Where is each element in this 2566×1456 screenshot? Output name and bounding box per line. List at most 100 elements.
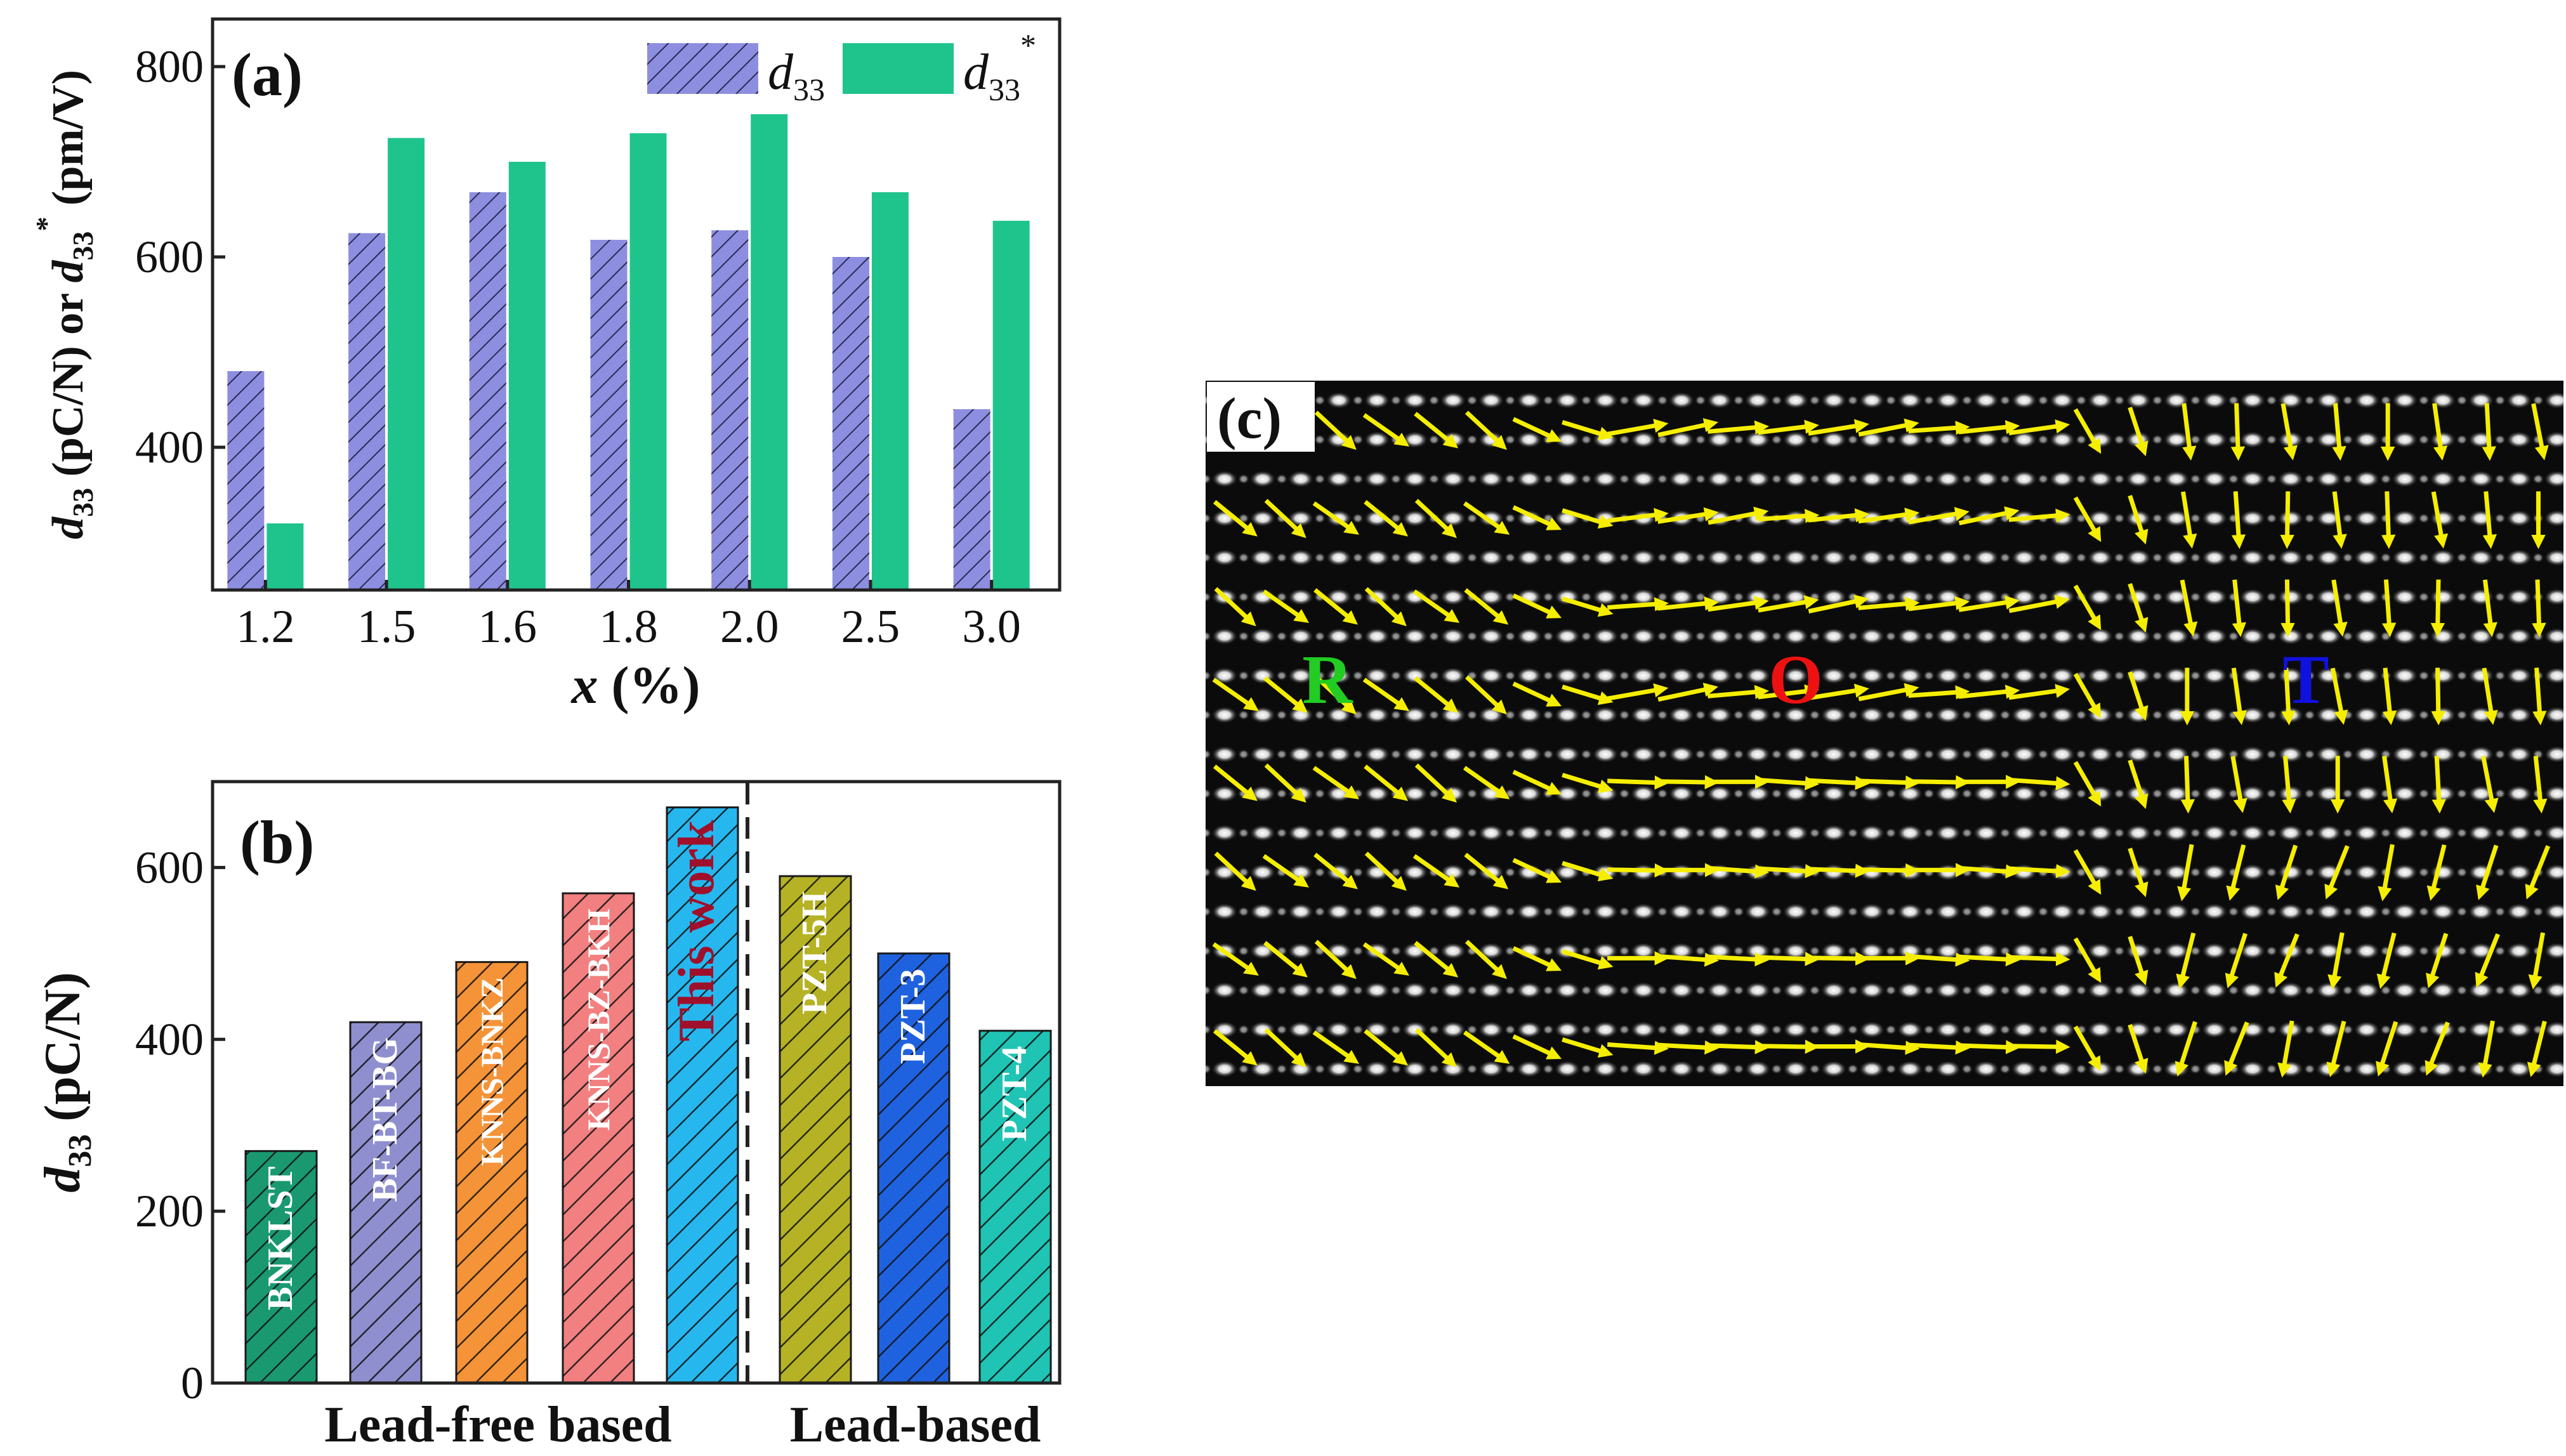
polarization-arrow-192 [1364, 1029, 1409, 1066]
polarization-arrow-9 [1657, 418, 1718, 438]
polarization-arrow-203 [1908, 1040, 1970, 1055]
bar-label-bf-bt-bg: BF-BT-BG [365, 1037, 405, 1202]
polarization-arrow-173 [1758, 952, 1820, 966]
stem-atom-lattice [1206, 381, 2563, 1086]
polarization-arrow-30 [1364, 500, 1409, 537]
panel-b-axes-frame [211, 780, 1062, 1385]
panel-a-x-axis-label: x (%) [570, 656, 701, 715]
polarization-arrow-134 [2533, 756, 2548, 814]
polarization-arrow-102 [2281, 667, 2296, 726]
polarization-arrow-95 [1908, 685, 1970, 700]
polarization-arrow-27 [1213, 500, 1258, 537]
polarization-arrow-14 [1908, 421, 1970, 435]
polarization-arrow-79 [2482, 579, 2497, 637]
b-y-tick-label-400: 400 [135, 1014, 204, 1065]
polarization-arrow-184 [2327, 932, 2345, 990]
polarization-arrow-174 [1808, 951, 1870, 966]
x-tick-label-1.8: 1.8 [599, 601, 658, 653]
polarization-arrow-143 [1607, 863, 1669, 878]
polarization-arrow-181 [2176, 932, 2196, 989]
polarization-arrow-55 [1262, 589, 1309, 623]
panel-b-y-axis-label: d33 (pC/N) [35, 972, 98, 1193]
polarization-arrow-18 [2128, 407, 2148, 457]
polarization-arrow-210 [2277, 1020, 2294, 1078]
polarization-arrow-107 [2532, 667, 2547, 726]
panel-b-label: (b) [240, 808, 314, 876]
polarization-arrow-208 [2175, 1021, 2197, 1077]
polarization-arrow-35 [1607, 508, 1669, 523]
bar-hatch-d33-1.5 [348, 233, 386, 590]
polarization-arrow-129 [2282, 756, 2296, 814]
polarization-arrow-39 [1808, 508, 1870, 523]
polarization-arrow-7 [1562, 420, 1614, 441]
bar-d33-star-1.8 [629, 133, 667, 590]
polarization-arrow-196 [1562, 1037, 1614, 1058]
x-tick-label-2.5: 2.5 [841, 601, 900, 653]
polarization-arrow-132 [2431, 756, 2446, 814]
bar-hatch-knns-bnkz [456, 962, 527, 1383]
polarization-arrow-119 [1758, 776, 1820, 790]
polarization-arrow-211 [2326, 1020, 2346, 1077]
polarization-arrow-72 [2128, 583, 2148, 633]
polarization-arrow-122 [1908, 775, 1970, 790]
polarization-arrow-168 [1512, 946, 1562, 971]
polarization-arrow-13 [1858, 418, 1919, 437]
b-y-tick-label-200: 200 [135, 1186, 204, 1236]
legend-swatch-d33-hatch [647, 43, 758, 94]
polarization-arrow-71 [2073, 584, 2102, 631]
polarization-arrow-88 [1562, 685, 1614, 705]
polarization-arrow-177 [1958, 952, 2020, 967]
panel-a-y-ticks: 400 600 800 [135, 41, 225, 473]
polarization-arrow-155 [2226, 844, 2246, 901]
bar-label-pzt-3: PZT-3 [893, 969, 933, 1064]
polarization-arrow-83 [1314, 675, 1357, 715]
polarization-arrow-97 [2008, 684, 2070, 700]
polarization-arrow-159 [2426, 844, 2447, 901]
legend-swatch-d33-star [843, 43, 954, 94]
region-label-t: T [2282, 641, 2329, 718]
polarization-arrow-148 [1858, 863, 1920, 878]
polarization-arrow-58 [1412, 589, 1460, 623]
polarization-arrow-121 [1858, 775, 1920, 790]
polarization-arrow-156 [2275, 844, 2298, 900]
panel-a-legend: d33 d33* [647, 27, 1036, 107]
polarization-arrow-108 [1213, 764, 1258, 801]
polarization-arrow-106 [2482, 667, 2498, 725]
b-y-tick-label-0: 0 [181, 1358, 204, 1408]
polarization-arrow-213 [2425, 1021, 2450, 1076]
polarization-arrow-3 [1362, 413, 1410, 447]
polarization-arrow-190 [1264, 1028, 1306, 1068]
polarization-arrow-57 [1364, 587, 1407, 627]
polarization-arrow-116 [1607, 775, 1669, 790]
polarization-arrow-11 [1758, 419, 1819, 435]
polarization-arrow-124 [2008, 776, 2070, 790]
polarization-arrow-31 [1414, 499, 1457, 539]
x-tick-label-1.2: 1.2 [236, 601, 295, 653]
polarization-arrow-183 [2274, 933, 2300, 988]
polarization-arrow-142 [1562, 861, 1614, 882]
bar-hatch-pzt-4 [980, 1030, 1051, 1383]
bar-d33-star-1.6 [508, 162, 546, 590]
polarization-arrow-74 [2232, 579, 2247, 638]
polarization-arrow-120 [1808, 775, 1870, 790]
polarization-arrow-98 [2073, 672, 2102, 719]
region-label-o: O [1768, 641, 1823, 718]
polarization-arrow-188 [2528, 932, 2546, 990]
polarization-arrow-89 [1607, 683, 1669, 701]
polarization-arrow-29 [1312, 501, 1359, 535]
polarization-arrow-77 [2381, 579, 2397, 638]
legend-label-d33: d33 [768, 44, 825, 107]
polarization-arrow-193 [1414, 1028, 1457, 1068]
polarization-arrow-206 [2073, 1025, 2102, 1072]
polarization-arrow-153 [2128, 848, 2148, 898]
panel-a-bars [227, 114, 1030, 590]
polarization-arrow-115 [1562, 773, 1614, 794]
polarization-arrow-113 [1463, 766, 1510, 799]
polarization-arrow-90 [1657, 683, 1718, 702]
bar-hatch-d33-1.8 [590, 240, 628, 590]
polarization-arrow-128 [2230, 756, 2247, 813]
polarization-arrow-41 [1908, 507, 1970, 525]
polarization-arrow-56 [1313, 588, 1358, 625]
polarization-arrow-205 [2008, 1039, 2070, 1054]
panel-a-axes-frame [211, 17, 1062, 592]
